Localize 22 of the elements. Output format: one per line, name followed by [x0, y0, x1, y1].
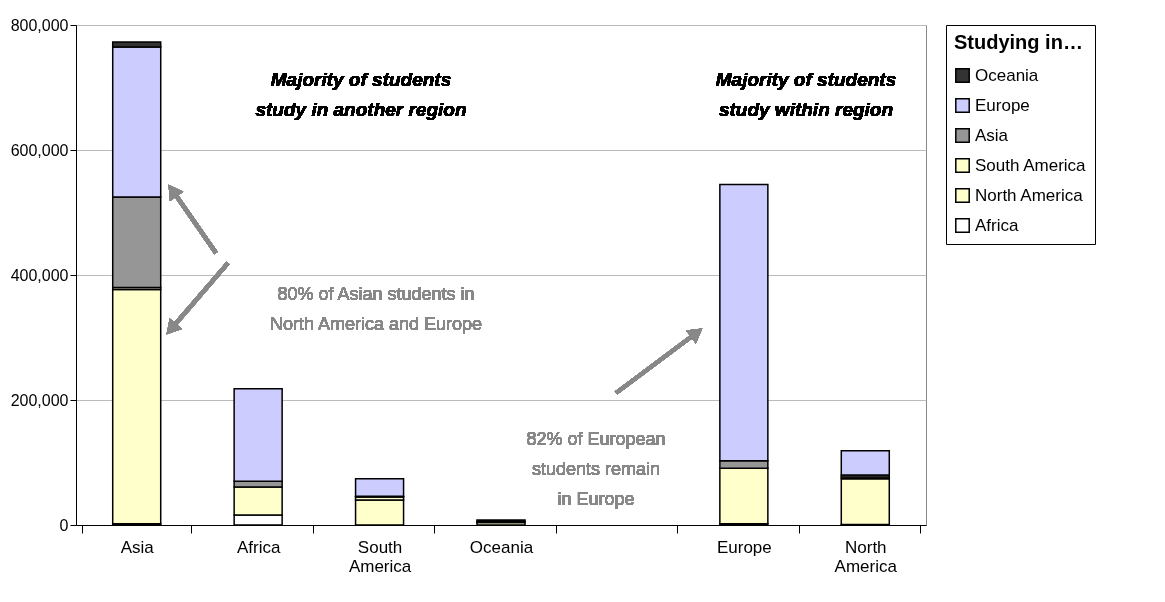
legend-label: Africa — [975, 215, 1019, 235]
y-tick-label: 200,000 — [10, 391, 69, 409]
legend-label: Oceania — [975, 65, 1039, 85]
legend-label: Europe — [975, 95, 1030, 115]
annotation: 80% of Asian students in North America and Europe — [269, 284, 483, 334]
y-tick-label: 0 — [59, 516, 69, 534]
x-tick-label: Oceania — [469, 537, 534, 557]
x-tick-label: Africa — [236, 537, 281, 557]
legend-label: North America — [975, 185, 1084, 205]
y-tick-label: 400,000 — [10, 266, 69, 284]
x-tick-label: Asia — [120, 537, 155, 557]
y-tick-label: 800,000 — [10, 16, 69, 34]
annotation: Majority of students study in another region — [255, 69, 467, 120]
annotation: Majority of students study within region — [715, 69, 897, 120]
x-tick-label: North America — [834, 537, 898, 576]
x-tick-label: South America — [348, 537, 412, 576]
legend-label: South America — [975, 155, 1087, 175]
legend-label: Asia — [975, 125, 1009, 145]
legend-title: Studying in… — [954, 31, 1083, 53]
annotation: 82% of European students remain in Europe — [526, 429, 666, 509]
x-tick-label: Europe — [716, 537, 772, 557]
y-tick-label: 600,000 — [10, 141, 69, 159]
